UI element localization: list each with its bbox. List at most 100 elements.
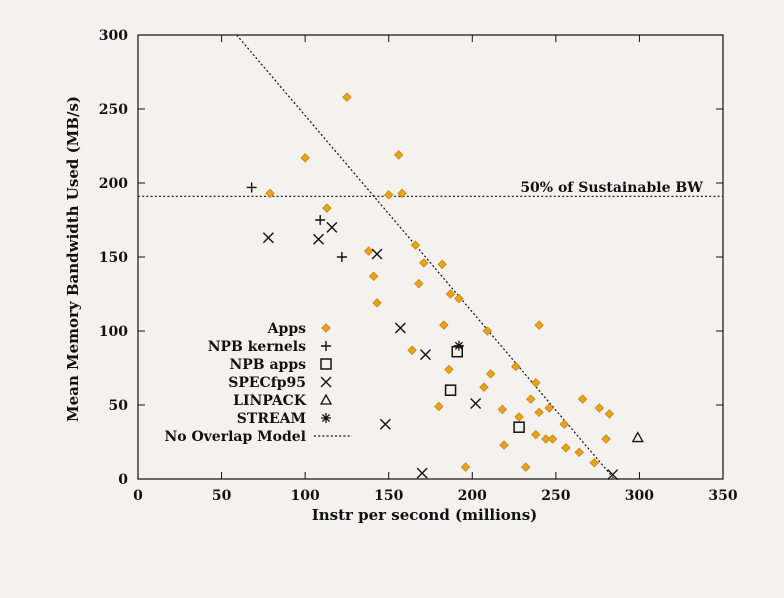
diamond-marker-shape xyxy=(434,401,444,412)
y-axis-title: Mean Memory Bandwidth Used (MB/s) xyxy=(64,96,82,422)
x-tick-label: 100 xyxy=(291,488,320,504)
diamond-marker xyxy=(531,378,541,388)
diamond-marker xyxy=(363,246,374,256)
diamond-marker-shape xyxy=(342,92,352,102)
y-tick-label: 250 xyxy=(99,102,128,118)
diamond-marker xyxy=(414,278,424,289)
diamond-marker-shape xyxy=(363,246,374,256)
diamond-marker xyxy=(534,320,544,330)
diamond-marker xyxy=(514,412,524,422)
x-marker xyxy=(607,469,619,481)
diamond-marker xyxy=(559,419,569,430)
diamond-marker xyxy=(526,394,536,404)
diamond-marker xyxy=(434,401,444,412)
plus-marker xyxy=(315,215,326,225)
diamond-marker xyxy=(410,240,421,250)
diamond-marker xyxy=(497,404,508,415)
diamond-marker xyxy=(601,434,611,444)
diamond-marker-shape xyxy=(407,345,417,356)
diamond-marker-shape xyxy=(541,434,551,444)
legend: Apps NPB kernels NPB apps SPECfp95 LINPACK ST… xyxy=(164,321,352,445)
legend-label: SPECfp95 xyxy=(228,375,306,391)
legend-label: NPB apps xyxy=(229,357,306,373)
diamond-marker xyxy=(510,361,521,372)
y-tick-label: 200 xyxy=(99,176,128,192)
legend-triangle-marker xyxy=(319,393,333,405)
diamond-marker-shape xyxy=(485,369,496,379)
no-overlap-model-line xyxy=(236,34,615,480)
legend-label: LINPACK xyxy=(233,393,307,409)
diamond-marker xyxy=(372,298,382,308)
y-tick-label: 100 xyxy=(99,324,128,340)
series-specfp95 xyxy=(262,221,619,481)
diamond-marker-shape xyxy=(393,150,404,160)
diamond-marker-shape xyxy=(444,364,454,375)
asterisk-marker xyxy=(453,340,464,351)
diamond-marker-shape xyxy=(561,443,571,453)
diamond-marker-shape xyxy=(594,403,605,413)
diamond-marker-shape xyxy=(574,447,585,458)
legend-label: STREAM xyxy=(237,411,306,427)
reference-lines-layer xyxy=(138,34,723,480)
series-npb-kernels xyxy=(246,182,347,262)
diamond-marker-shape xyxy=(526,394,536,404)
diamond-marker-shape xyxy=(479,382,489,393)
diamond-marker-shape xyxy=(604,409,615,419)
diamond-marker xyxy=(460,462,471,472)
diamond-marker-shape xyxy=(559,419,569,430)
diamond-marker-shape xyxy=(499,440,509,450)
legend-diamond-marker-shape xyxy=(321,323,331,333)
series-npb-apps xyxy=(444,345,525,433)
diamond-marker xyxy=(531,429,541,440)
diamond-marker-shape xyxy=(445,289,456,299)
diamond-marker-shape xyxy=(372,298,382,308)
diamond-marker-shape xyxy=(534,407,544,418)
y-tick-label: 0 xyxy=(118,472,128,488)
diamond-marker xyxy=(322,203,332,213)
diamond-marker xyxy=(544,403,554,413)
diamond-marker-shape xyxy=(601,434,611,444)
diamond-marker-shape xyxy=(322,203,332,213)
legend-label: NPB kernels xyxy=(208,339,306,355)
diamond-marker xyxy=(342,92,352,102)
diamond-marker-shape xyxy=(454,293,464,304)
diamond-marker xyxy=(547,434,558,444)
triangle-marker xyxy=(631,431,644,443)
diamond-marker-shape xyxy=(414,278,424,289)
x-tick-label: 250 xyxy=(541,488,570,504)
diamond-marker xyxy=(393,150,404,160)
legend-label: No Overlap Model xyxy=(164,429,306,445)
plus-marker xyxy=(246,182,257,193)
x-tick-label: 50 xyxy=(212,488,232,504)
diamond-marker-shape xyxy=(544,403,554,413)
annotation-sustainable-bw: 50% of Sustainable BW xyxy=(520,180,703,196)
diamond-marker xyxy=(561,443,571,453)
diamond-marker xyxy=(534,407,544,418)
diamond-marker xyxy=(479,382,489,393)
diamond-marker xyxy=(577,394,588,404)
diamond-marker-shape xyxy=(521,462,531,472)
square-marker xyxy=(444,384,457,396)
diamond-marker-shape xyxy=(410,240,421,250)
diamond-marker-shape xyxy=(510,361,521,372)
diamond-marker xyxy=(594,403,605,413)
square-marker xyxy=(513,421,525,433)
diamond-marker xyxy=(444,364,454,375)
diamond-marker xyxy=(604,409,615,419)
diamond-marker-shape xyxy=(300,153,310,163)
diamond-marker-shape xyxy=(531,429,541,440)
legend-label: Apps xyxy=(267,321,306,337)
legend-plus-marker xyxy=(321,341,331,351)
plus-marker xyxy=(336,252,347,262)
x-tick-label: 200 xyxy=(458,488,487,504)
x-tick-label: 350 xyxy=(708,488,737,504)
diamond-marker xyxy=(541,434,551,444)
x-tick-label: 300 xyxy=(625,488,654,504)
legend-diamond-marker xyxy=(321,323,331,333)
diamond-marker-shape xyxy=(497,404,508,415)
diamond-marker-shape xyxy=(514,412,524,422)
diamond-marker xyxy=(397,188,407,199)
diamond-marker-shape xyxy=(534,320,544,330)
